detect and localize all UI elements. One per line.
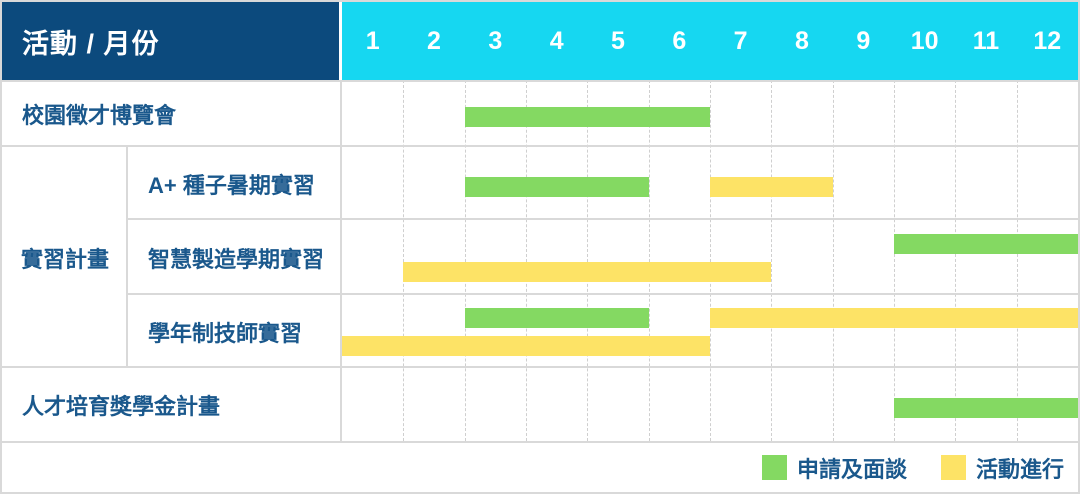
legend-item-apply: 申請及面談	[761, 452, 907, 484]
month-gridline	[403, 80, 405, 441]
gantt-bar-apply	[464, 176, 649, 197]
group-label: 實習計畫	[20, 246, 109, 272]
months-header: 1 2 3 4 5 6 7 8 9 10 11 12	[342, 2, 1078, 80]
row-label: 學年制技師實習	[148, 320, 303, 346]
month-gridline	[648, 80, 650, 441]
row-label: A+ 種子暑期實習	[148, 172, 315, 198]
month-label: 4	[549, 26, 564, 55]
month-label: 2	[427, 26, 441, 55]
month-gridline	[955, 80, 957, 441]
month-gridline	[526, 80, 527, 441]
month-gridline	[710, 80, 711, 441]
legend-swatch-ongoing	[940, 455, 966, 480]
row-divider	[2, 145, 1078, 147]
month-label: 6	[672, 26, 687, 55]
legend-label-ongoing: 活動進行	[975, 456, 1064, 482]
legend-label-apply: 申請及面談	[796, 456, 907, 482]
row-label: 智慧製造學期實習	[148, 246, 325, 272]
month-gridline	[894, 80, 895, 441]
gantt-bar-ongoing	[710, 307, 1078, 328]
month-label: 9	[856, 26, 871, 55]
row-divider	[2, 80, 1078, 82]
gantt-bar-apply	[894, 397, 1078, 418]
gantt-bar-ongoing	[710, 176, 833, 197]
corner-cell: 活動 / 月份	[2, 2, 339, 80]
group-column-divider	[126, 147, 128, 368]
month-gridline	[464, 80, 466, 441]
gantt-bar-apply	[464, 106, 710, 127]
header-row: 活動 / 月份 1 2 3 4 5 6 7 8 9 10 11 12	[2, 2, 1078, 80]
row-label: 校園徵才博覽會	[22, 102, 177, 128]
rows-area: 實習計畫 校園徵才博覽會 A+ 種子暑期實習 智慧製造學期實習 學年制技師實習人才培育獎…	[2, 80, 1078, 441]
month-label: 8	[795, 26, 809, 55]
legend-swatch-apply	[761, 455, 787, 480]
row-divider	[2, 366, 1078, 368]
gantt-bar-ongoing	[403, 261, 772, 282]
month-label: 1	[365, 26, 380, 55]
month-label: 7	[733, 26, 748, 55]
legend-item-ongoing: 活動進行	[940, 452, 1064, 484]
month-gridline	[832, 80, 834, 441]
month-label: 5	[611, 26, 625, 55]
gantt-bar-apply	[894, 233, 1078, 254]
chart-title: 活動 / 月份	[22, 28, 160, 59]
labels-months-divider	[340, 80, 342, 441]
month-gridline	[1016, 80, 1018, 441]
subrow-divider	[128, 218, 1078, 220]
gantt-bar-apply	[464, 307, 649, 328]
month-label: 11	[972, 26, 1000, 55]
row-label: 人才培育獎學金計畫	[22, 393, 221, 419]
subrow-divider	[128, 293, 1078, 295]
month-gridline	[587, 80, 589, 441]
month-label: 12	[1033, 26, 1062, 55]
gantt-bar-ongoing	[342, 335, 710, 356]
month-gridline	[771, 80, 773, 441]
month-label: 10	[910, 26, 939, 55]
month-label: 3	[488, 26, 503, 55]
legend: 申請及面談 活動進行	[2, 441, 1078, 492]
